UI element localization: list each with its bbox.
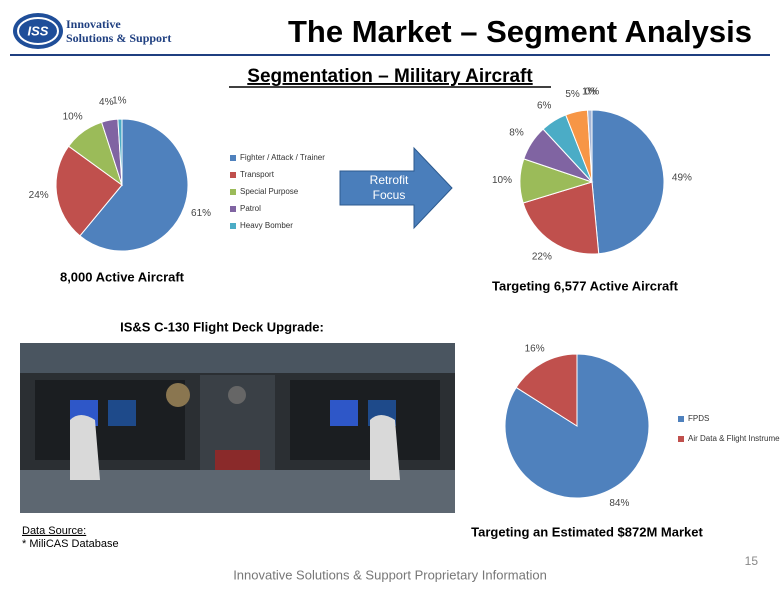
logo-line: Solutions & Support bbox=[66, 31, 171, 45]
chart-title: 8,000 Active Aircraft bbox=[60, 269, 185, 284]
footer: Innovative Solutions & Support Proprieta… bbox=[233, 567, 547, 582]
retrofit-arrow bbox=[339, 146, 453, 230]
logo-badge bbox=[13, 13, 63, 49]
value-label: 16% bbox=[525, 344, 545, 355]
legend-label: Air Data & Flight Instruments bbox=[688, 434, 780, 443]
legend-label: Transport bbox=[240, 170, 275, 179]
value-label: 8% bbox=[509, 128, 524, 139]
chart-title: Targeting 6,577 Active Aircraft bbox=[492, 278, 679, 293]
legend-swatch bbox=[230, 172, 236, 178]
pie-slice bbox=[591, 109, 665, 255]
photo-caption: IS&S C-130 Flight Deck Upgrade: bbox=[120, 319, 324, 334]
legend-label: Fighter / Attack / Trainer bbox=[240, 153, 325, 162]
logo-mark: ISS bbox=[28, 23, 49, 38]
value-label: 0% bbox=[585, 87, 600, 98]
value-label: 4% bbox=[99, 97, 114, 108]
value-label: 1% bbox=[112, 96, 127, 107]
chart-title: Targeting an Estimated $872M Market bbox=[471, 524, 703, 539]
legend-swatch bbox=[678, 436, 684, 442]
cockpit-photo bbox=[20, 343, 455, 513]
legend-swatch bbox=[230, 223, 236, 229]
legend-swatch bbox=[230, 155, 236, 161]
legend-swatch bbox=[678, 416, 684, 422]
value-label: 49% bbox=[672, 172, 692, 183]
arrow-label: Focus bbox=[373, 188, 406, 202]
source-text: * MiliCAS Database bbox=[22, 538, 119, 550]
pie-slice bbox=[79, 118, 189, 252]
logo-ring bbox=[17, 17, 59, 45]
value-label: 84% bbox=[609, 498, 629, 509]
value-label: 5% bbox=[565, 89, 580, 100]
legend-swatch bbox=[230, 189, 236, 195]
value-label: 1% bbox=[582, 87, 597, 98]
legend-label: Special Purpose bbox=[240, 187, 299, 196]
subtitle: Segmentation – Military Aircraft bbox=[247, 66, 533, 87]
slide-title: The Market – Segment Analysis bbox=[288, 14, 752, 49]
value-label: 24% bbox=[29, 190, 49, 201]
title-rule bbox=[10, 54, 770, 56]
value-label: 6% bbox=[537, 100, 552, 111]
logo-line: Innovative bbox=[66, 17, 121, 31]
value-label: 61% bbox=[191, 208, 211, 219]
value-label: 10% bbox=[63, 112, 83, 123]
arrow-label: Retrofit bbox=[370, 173, 409, 187]
legend-label: FPDS bbox=[688, 414, 709, 423]
pie-slice bbox=[515, 353, 578, 427]
legend-label: Patrol bbox=[240, 204, 261, 213]
legend-swatch bbox=[230, 206, 236, 212]
pie-slice bbox=[522, 181, 600, 255]
value-label: 22% bbox=[532, 251, 552, 262]
source-label: Data Source: bbox=[22, 525, 86, 537]
pie-slice bbox=[117, 118, 123, 186]
value-label: 10% bbox=[492, 175, 512, 186]
page-number: 15 bbox=[745, 554, 759, 568]
legend-label: Heavy Bomber bbox=[240, 221, 293, 230]
charts: 61%24%10%4%1%8,000 Active AircraftFighte… bbox=[29, 87, 780, 540]
pie-slice bbox=[55, 145, 123, 237]
